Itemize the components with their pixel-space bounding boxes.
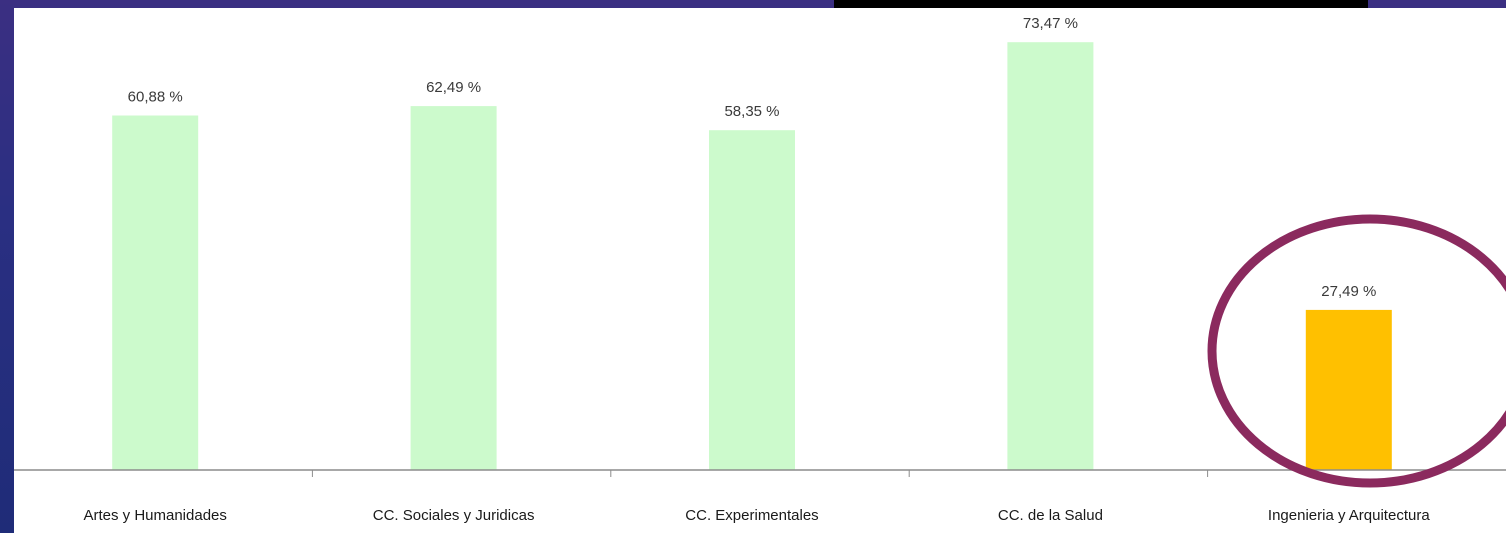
category-label-0: Artes y Humanidades bbox=[83, 507, 226, 524]
x-axis-ticks bbox=[311, 470, 1209, 477]
value-label-3: 73,47 % bbox=[1023, 15, 1078, 32]
value-label-2: 58,35 % bbox=[724, 103, 779, 120]
highlight-circle bbox=[1207, 214, 1506, 488]
value-label-4: 27,49 % bbox=[1321, 283, 1376, 300]
category-label-2: CC. Experimentales bbox=[685, 507, 818, 524]
bar-2 bbox=[709, 130, 795, 470]
bar-3 bbox=[1007, 42, 1094, 470]
category-label-3: CC. de la Salud bbox=[998, 507, 1103, 524]
value-label-0: 60,88 % bbox=[128, 89, 183, 106]
top-black-bar bbox=[834, 0, 1368, 8]
category-labels-layer: Artes y Humanidades CC. Sociales y Juridi… bbox=[83, 507, 1430, 524]
value-label-1: 62,49 % bbox=[426, 79, 481, 96]
value-labels-layer: 60,88 % 62,49 % 58,35 % 73,47 % 27,49 % bbox=[128, 15, 1377, 300]
category-label-1: CC. Sociales y Juridicas bbox=[373, 507, 535, 524]
bars-layer bbox=[112, 42, 1392, 470]
bar-4 bbox=[1305, 309, 1392, 470]
bar-0 bbox=[112, 115, 199, 470]
bar-1 bbox=[410, 106, 497, 470]
category-label-4: Ingenieria y Arquitectura bbox=[1268, 507, 1430, 524]
